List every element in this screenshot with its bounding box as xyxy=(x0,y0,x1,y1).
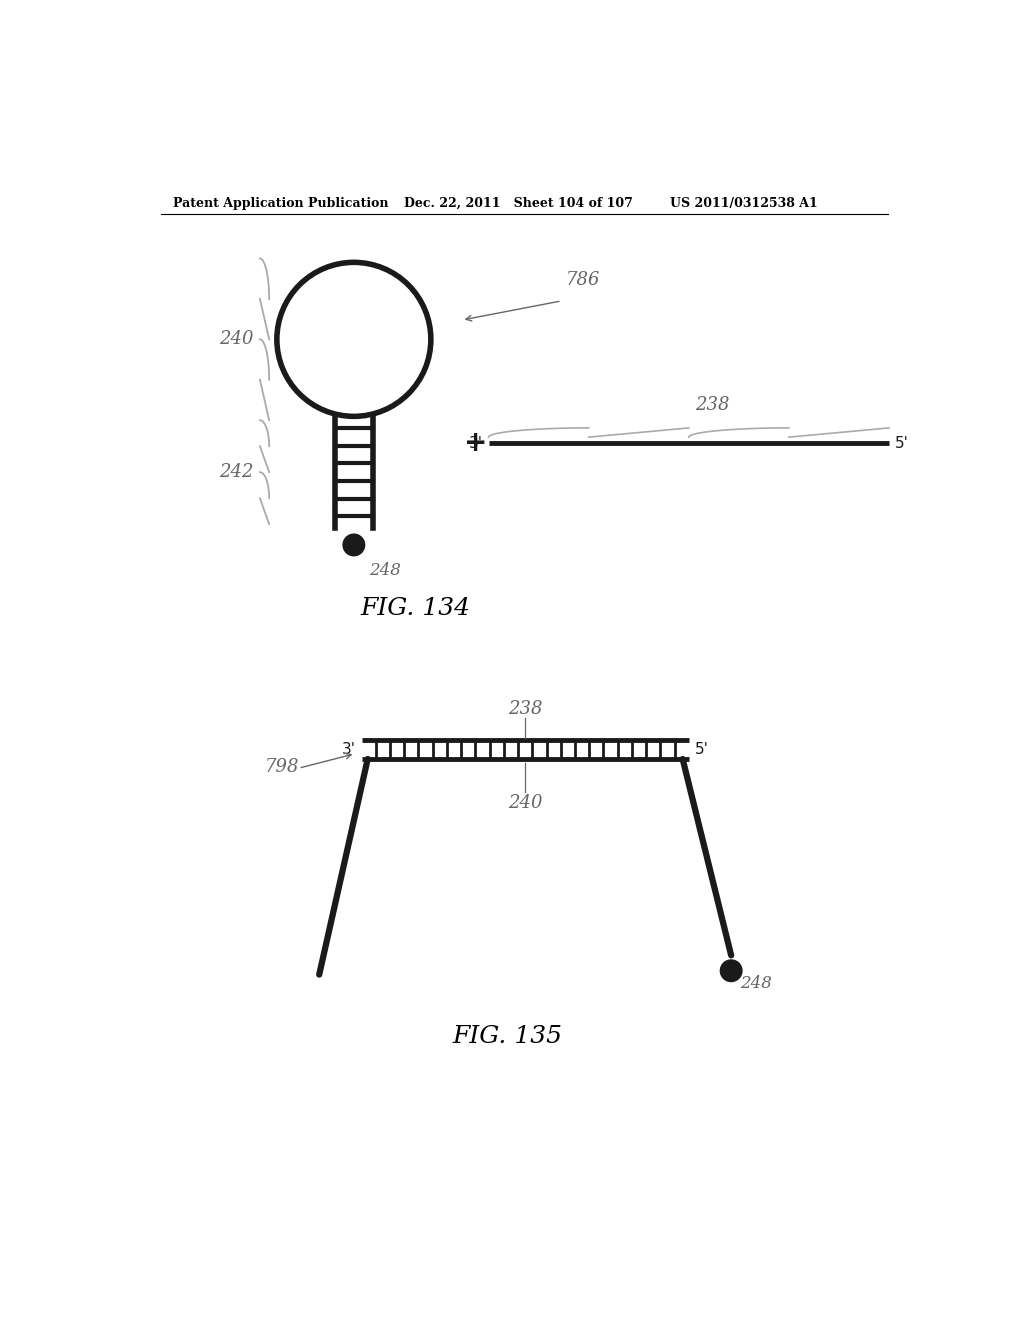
Text: 238: 238 xyxy=(694,396,729,414)
Text: 242: 242 xyxy=(219,463,254,482)
Text: +: + xyxy=(464,429,487,457)
Text: 240: 240 xyxy=(219,330,254,348)
Circle shape xyxy=(343,535,365,556)
Text: 248: 248 xyxy=(740,974,772,991)
Text: Patent Application Publication: Patent Application Publication xyxy=(173,197,388,210)
Text: 786: 786 xyxy=(565,272,600,289)
Text: 5': 5' xyxy=(895,436,909,451)
Text: 3': 3' xyxy=(341,742,355,756)
Text: 5': 5' xyxy=(695,742,709,756)
Text: US 2011/0312538 A1: US 2011/0312538 A1 xyxy=(670,197,817,210)
Text: FIG. 135: FIG. 135 xyxy=(453,1024,563,1048)
Text: 238: 238 xyxy=(508,700,543,718)
Text: 248: 248 xyxy=(370,562,401,579)
Text: 3': 3' xyxy=(468,436,482,451)
Text: Dec. 22, 2011   Sheet 104 of 107: Dec. 22, 2011 Sheet 104 of 107 xyxy=(403,197,633,210)
Text: 798: 798 xyxy=(265,758,300,776)
Text: FIG. 134: FIG. 134 xyxy=(360,597,470,620)
Circle shape xyxy=(720,960,742,982)
Text: 240: 240 xyxy=(508,793,543,812)
